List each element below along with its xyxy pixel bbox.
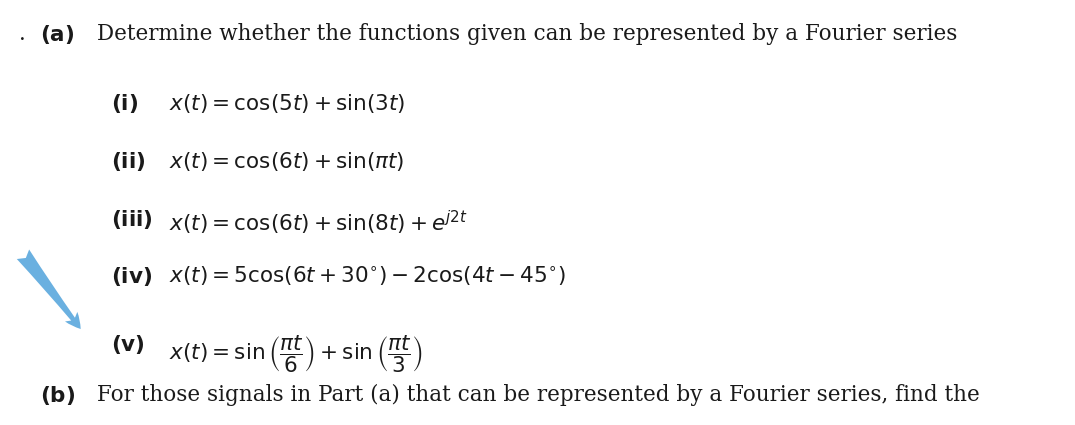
- Text: $\mathbf{(iii)}$: $\mathbf{(iii)}$: [111, 208, 153, 231]
- Text: $x(t) = \cos(6t) + \sin(\pi t)$: $x(t) = \cos(6t) + \sin(\pi t)$: [169, 150, 404, 173]
- Text: $x(t) = \cos(6t) + \sin(8t) + e^{j2t}$: $x(t) = \cos(6t) + \sin(8t) + e^{j2t}$: [169, 208, 468, 237]
- Text: $\mathbf{(iv)}$: $\mathbf{(iv)}$: [111, 264, 152, 288]
- Text: Determine whether the functions given can be represented by a Fourier series: Determine whether the functions given ca…: [97, 23, 958, 45]
- Text: .: .: [19, 23, 26, 45]
- Text: $x(t) = 5\cos(6t + 30^{\circ}) - 2\cos(4t - 45^{\circ})$: $x(t) = 5\cos(6t + 30^{\circ}) - 2\cos(4…: [169, 264, 565, 288]
- Text: $\bf{(b)}$: $\bf{(b)}$: [40, 384, 75, 407]
- Text: For those signals in Part (a) that can be represented by a Fourier series, find : For those signals in Part (a) that can b…: [97, 384, 980, 406]
- Text: $x(t) = \cos(5t) + \sin(3t)$: $x(t) = \cos(5t) + \sin(3t)$: [169, 92, 405, 115]
- Text: $\mathbf{(i)}$: $\mathbf{(i)}$: [111, 92, 138, 115]
- Text: $\mathbf{(ii)}$: $\mathbf{(ii)}$: [111, 150, 145, 173]
- Text: $x(t) = \sin\left(\dfrac{\pi t}{6}\right) + \sin\left(\dfrac{\pi t}{3}\right)$: $x(t) = \sin\left(\dfrac{\pi t}{6}\right…: [169, 333, 422, 375]
- Text: $\bf{(a)}$: $\bf{(a)}$: [40, 23, 74, 46]
- Text: $\mathbf{(v)}$: $\mathbf{(v)}$: [111, 333, 145, 356]
